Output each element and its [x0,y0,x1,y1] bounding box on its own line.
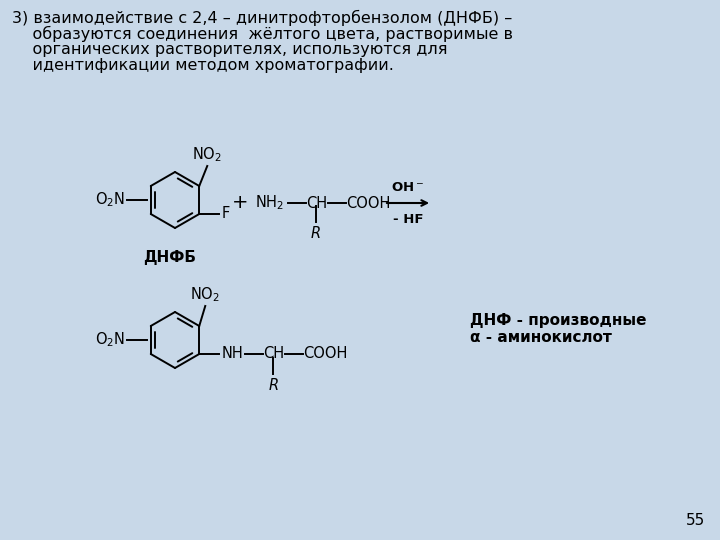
Text: идентификации методом хроматографии.: идентификации методом хроматографии. [12,58,394,73]
Text: α - аминокислот: α - аминокислот [470,330,612,346]
Text: ДНФБ: ДНФБ [143,250,197,265]
Text: F: F [221,206,230,221]
Text: CH: CH [306,195,327,211]
Text: R: R [311,226,321,241]
Text: - HF: - HF [392,213,423,226]
Text: COOH: COOH [346,195,390,211]
Text: 3) взаимодействие с 2,4 – динитрофторбензолом (ДНФБ) –: 3) взаимодействие с 2,4 – динитрофторбен… [12,10,512,26]
Text: 55: 55 [685,513,705,528]
Text: ДНФ - производные: ДНФ - производные [470,313,647,327]
Text: органических растворителях, используются для: органических растворителях, используются… [12,42,448,57]
Text: O$_2$N: O$_2$N [95,330,125,349]
Text: O$_2$N: O$_2$N [95,191,125,210]
Text: R: R [268,378,279,393]
Text: NH$_2$: NH$_2$ [255,194,284,212]
Text: NH: NH [221,347,243,361]
Text: NO$_2$: NO$_2$ [190,285,220,304]
Text: +: + [232,193,248,213]
Text: COOH: COOH [303,347,348,361]
Text: NO$_2$: NO$_2$ [192,145,222,164]
Text: OH$^-$: OH$^-$ [392,181,425,194]
Text: образуются соединения  жёлтого цвета, растворимые в: образуются соединения жёлтого цвета, рас… [12,26,513,42]
Text: CH: CH [264,347,284,361]
